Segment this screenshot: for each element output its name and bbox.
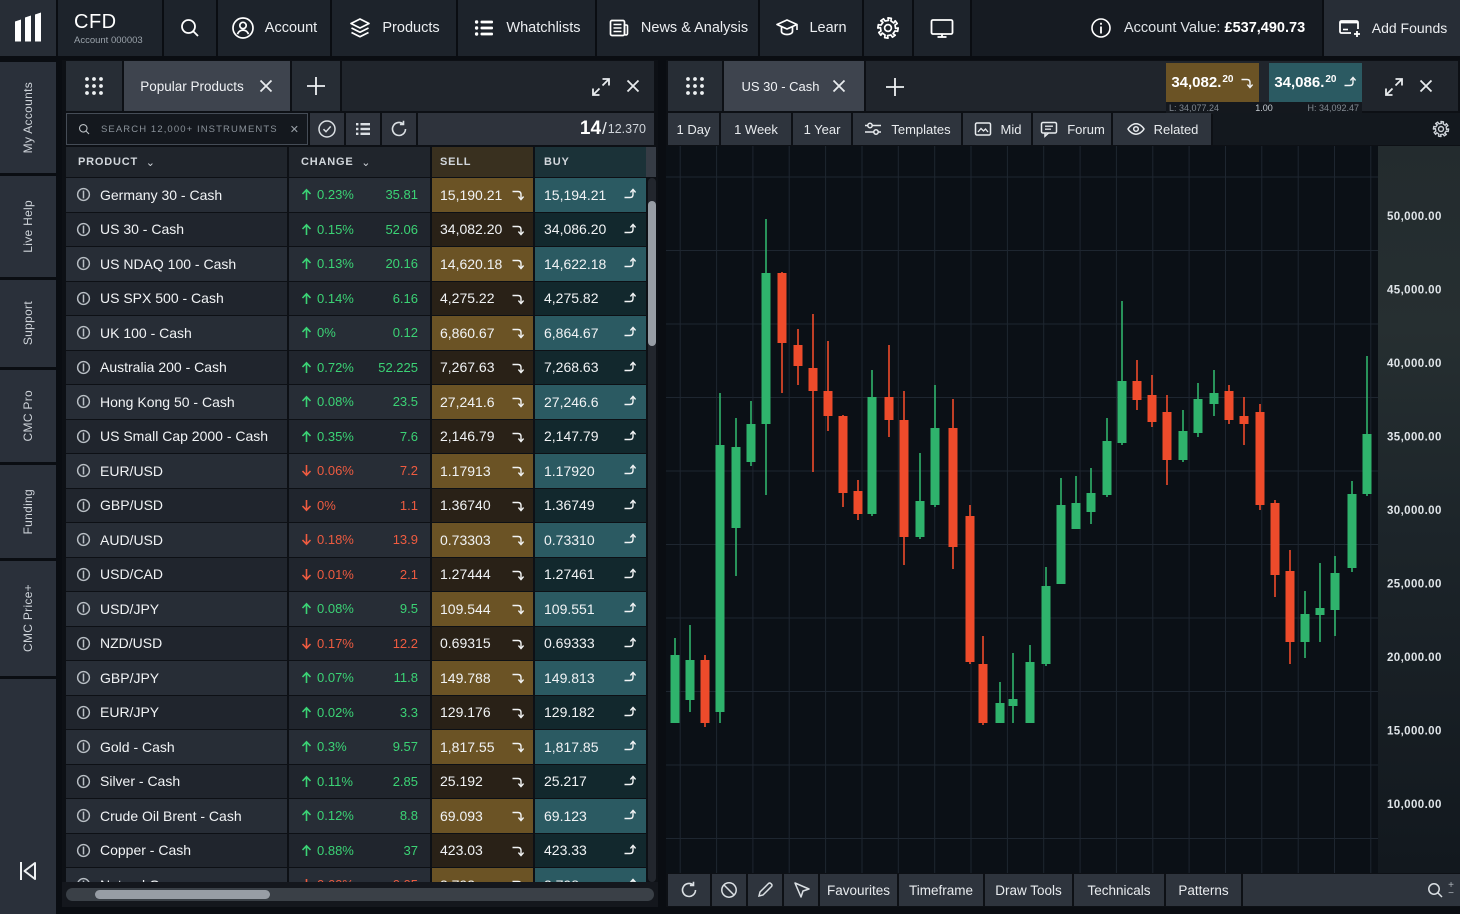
svg-text:20,000.00: 20,000.00 (1387, 652, 1442, 664)
svg-text:25,000.00: 25,000.00 (1387, 579, 1442, 591)
svg-text:35,000.00: 35,000.00 (1387, 432, 1442, 444)
svg-text:30,000.00: 30,000.00 (1387, 505, 1442, 517)
svg-text:50,000.00: 50,000.00 (1387, 211, 1442, 223)
svg-text:10,000.00: 10,000.00 (1387, 799, 1442, 811)
svg-text:15,000.00: 15,000.00 (1387, 726, 1442, 738)
svg-text:40,000.00: 40,000.00 (1387, 358, 1442, 370)
svg-text:45,000.00: 45,000.00 (1387, 285, 1442, 297)
